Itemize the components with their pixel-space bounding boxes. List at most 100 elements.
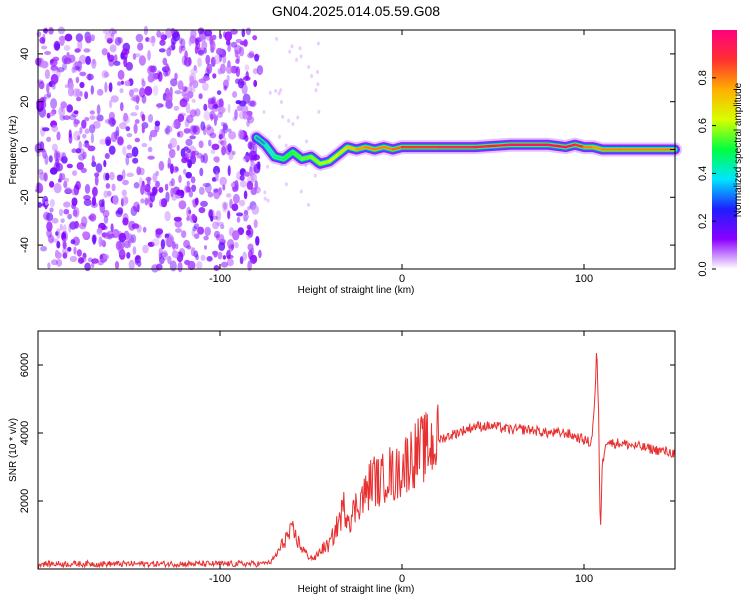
- spectrogram-cell: [268, 90, 272, 95]
- spectrogram-ridge-core: [355, 145, 367, 151]
- snr-xlabel: Height of straight line (km): [298, 584, 415, 595]
- spectrogram-cell: [58, 208, 64, 217]
- spectrogram-cell: [128, 259, 135, 270]
- spectrogram-cell: [290, 44, 294, 49]
- spectrogram-cell: [66, 104, 73, 113]
- spectrogram-cell: [227, 103, 231, 114]
- spectrogram-cell: [253, 154, 260, 161]
- spectrogram-cell: [44, 200, 49, 206]
- spectrogram-cell: [68, 133, 73, 144]
- spectrogram-cell: [50, 59, 54, 64]
- spectrogram-cell: [220, 122, 225, 127]
- spectrogram-cell: [76, 96, 82, 102]
- spectrogram-cell: [206, 63, 213, 74]
- spectrogram-cell: [177, 130, 184, 138]
- spectrogram-cell: [37, 169, 44, 175]
- spectrogram-cell: [160, 239, 166, 250]
- spectrogram-cell: [134, 254, 142, 264]
- spectrogram-cell: [258, 249, 262, 259]
- spectrogram-cell: [155, 228, 164, 235]
- spectrogram-cell: [212, 215, 219, 220]
- spectrogram-cell: [96, 104, 101, 115]
- spectrogram-cell: [79, 81, 85, 89]
- spectrogram-cell: [160, 31, 165, 43]
- spectrogram-cell: [42, 127, 50, 132]
- spectrogram-cell: [255, 236, 260, 246]
- spectrogram-cell: [226, 258, 234, 267]
- spectrogram-cell: [123, 112, 129, 122]
- spectrogram-cell: [166, 47, 172, 57]
- spectrogram-cell: [191, 184, 197, 192]
- spectrogram-xlabel: Height of straight line (km): [298, 285, 415, 296]
- spectrogram-cell: [181, 55, 188, 66]
- spectrogram-cell: [63, 57, 72, 65]
- spectrogram-cell: [231, 150, 236, 156]
- spectrogram-cell: [220, 63, 226, 74]
- spectrogram-cell: [250, 187, 257, 196]
- spectrogram-cell: [40, 245, 48, 252]
- spectrogram-cell: [46, 136, 52, 142]
- spectrogram-ridge-core: [382, 145, 395, 151]
- spectrogram-cell: [101, 225, 108, 230]
- spectrogram-cell: [174, 90, 182, 95]
- spectrogram-cell: [81, 119, 87, 129]
- spectrogram-cell: [114, 261, 120, 269]
- spectrogram-cell: [71, 111, 79, 118]
- spectrogram-cell: [248, 249, 253, 260]
- spectrogram-cell: [305, 139, 308, 144]
- spectrogram-axes: -100 0 100 -40 -20 0 20 40: [19, 30, 675, 285]
- spectrogram-cell: [213, 188, 219, 193]
- spectrogram-cell: [133, 182, 140, 189]
- spectrogram-cell: [176, 144, 180, 151]
- spectrogram-cell: [125, 152, 134, 159]
- spectrogram-ytick-label: 40: [19, 48, 31, 60]
- spectrogram-cell: [296, 115, 300, 120]
- spectrogram-cell: [236, 216, 241, 223]
- spectrogram-cell: [84, 128, 90, 134]
- spectrogram-cell: [247, 141, 253, 150]
- spectrogram-cell: [220, 224, 225, 230]
- spectrogram-cell: [222, 122, 228, 131]
- spectrogram-cell: [298, 46, 302, 51]
- spectrogram-cell: [105, 172, 110, 181]
- spectrogram-cell: [61, 231, 68, 242]
- spectrogram-cell: [227, 143, 232, 153]
- spectrogram-cell: [72, 209, 78, 217]
- spectrogram-cell: [142, 226, 147, 233]
- spectrogram-cell: [227, 45, 231, 52]
- spectrogram-cell: [127, 236, 135, 244]
- spectrogram-cell: [203, 110, 211, 121]
- spectrogram-cell: [106, 230, 114, 240]
- spectrogram-cell: [120, 102, 124, 112]
- spectrogram-cell: [200, 154, 205, 163]
- spectrogram-cell: [194, 233, 200, 240]
- spectrogram-cell: [241, 28, 246, 38]
- spectrogram-cell: [51, 68, 59, 74]
- spectrogram-cell: [204, 245, 207, 250]
- spectrogram-cell: [136, 166, 142, 176]
- spectrogram-cell: [78, 140, 82, 151]
- spectrogram-cell: [202, 82, 209, 91]
- spectrogram-cell: [170, 178, 175, 187]
- spectrogram-cell: [94, 172, 100, 178]
- spectrogram-cell: [79, 91, 83, 97]
- spectrogram-cell: [248, 50, 255, 58]
- spectrogram-cell: [287, 118, 291, 123]
- spectrogram-cell: [174, 220, 183, 228]
- spectrogram-cell: [186, 180, 190, 187]
- spectrogram-cell: [89, 213, 97, 222]
- spectrogram-cell: [97, 260, 104, 266]
- spectrogram-cell: [110, 95, 119, 103]
- spectrogram-cell: [91, 155, 95, 163]
- spectrogram-cell: [84, 262, 91, 272]
- spectrogram-cell: [230, 41, 238, 48]
- spectrogram-cell: [134, 53, 141, 58]
- spectrogram-cell: [100, 239, 105, 246]
- spectrogram-cell: [239, 180, 247, 188]
- snr-ylabel: SNR (10 * v/v): [8, 418, 19, 482]
- spectrogram-cell: [232, 91, 238, 98]
- spectrogram-cell: [246, 110, 253, 117]
- spectrogram-cell: [177, 261, 183, 273]
- spectrogram-cell: [57, 178, 62, 183]
- spectrogram-cell: [64, 187, 73, 194]
